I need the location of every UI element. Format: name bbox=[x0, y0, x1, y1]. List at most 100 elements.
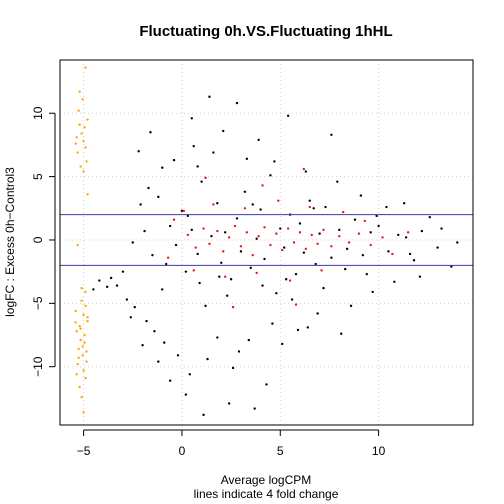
point-all-genes bbox=[418, 275, 422, 278]
point-all-genes bbox=[204, 304, 207, 308]
point-all-genes bbox=[220, 261, 223, 264]
point-all-genes bbox=[137, 150, 140, 153]
point-zero-count bbox=[78, 90, 81, 93]
point-highlighted bbox=[347, 241, 351, 244]
point-highlighted bbox=[316, 242, 319, 245]
point-all-genes bbox=[273, 160, 276, 163]
point-zero-count bbox=[80, 395, 83, 399]
point-all-genes bbox=[456, 241, 459, 244]
point-zero-count bbox=[85, 160, 88, 163]
point-highlighted bbox=[186, 233, 190, 237]
point-all-genes bbox=[412, 259, 416, 262]
point-all-genes bbox=[259, 208, 262, 211]
point-all-genes bbox=[190, 117, 193, 120]
point-all-genes bbox=[165, 262, 168, 266]
point-highlighted bbox=[172, 218, 176, 221]
point-zero-count bbox=[84, 146, 87, 149]
point-all-genes bbox=[283, 246, 286, 249]
point-highlighted bbox=[233, 224, 237, 228]
point-highlighted bbox=[363, 219, 367, 223]
point-all-genes bbox=[269, 174, 272, 177]
point-highlighted bbox=[304, 247, 308, 251]
point-all-genes bbox=[251, 203, 254, 206]
data-points bbox=[74, 66, 459, 417]
point-all-genes bbox=[131, 241, 134, 244]
point-zero-count bbox=[78, 324, 81, 328]
point-all-genes bbox=[147, 186, 150, 190]
x-tick-label: 10 bbox=[372, 444, 386, 458]
point-all-genes bbox=[196, 252, 199, 256]
point-all-genes bbox=[229, 278, 233, 281]
x-tick-label: −5 bbox=[77, 444, 91, 458]
point-all-genes bbox=[387, 250, 390, 253]
point-all-genes bbox=[338, 228, 341, 232]
point-all-genes bbox=[216, 336, 219, 339]
point-all-genes bbox=[385, 205, 388, 209]
point-zero-count bbox=[86, 193, 89, 196]
y-axis-label: logFC : Excess 0h−Control3 bbox=[3, 167, 17, 317]
point-highlighted bbox=[298, 231, 302, 234]
point-all-genes bbox=[222, 129, 225, 133]
point-highlighted bbox=[281, 248, 284, 252]
point-all-genes bbox=[314, 262, 317, 266]
point-highlighted bbox=[239, 245, 243, 248]
point-all-genes bbox=[161, 288, 164, 291]
point-all-genes bbox=[216, 202, 219, 205]
point-zero-count bbox=[75, 373, 78, 376]
point-highlighted bbox=[406, 231, 410, 234]
point-all-genes bbox=[188, 373, 191, 376]
point-zero-count bbox=[86, 118, 89, 121]
point-all-genes bbox=[349, 304, 353, 308]
point-all-genes bbox=[184, 393, 188, 396]
point-highlighted bbox=[322, 228, 325, 232]
point-all-genes bbox=[227, 402, 231, 405]
point-highlighted bbox=[255, 271, 258, 275]
point-all-genes bbox=[176, 354, 180, 357]
point-all-genes bbox=[143, 229, 146, 233]
point-highlighted bbox=[202, 227, 205, 230]
point-zero-count bbox=[80, 286, 83, 290]
point-all-genes bbox=[304, 170, 308, 173]
point-all-genes bbox=[172, 158, 176, 162]
point-all-genes bbox=[92, 288, 95, 291]
point-highlighted bbox=[286, 227, 290, 230]
point-all-genes bbox=[186, 214, 190, 218]
point-highlighted bbox=[330, 245, 333, 248]
point-all-genes bbox=[340, 332, 343, 335]
point-highlighted bbox=[208, 242, 211, 245]
x-tick-label: 0 bbox=[179, 444, 186, 458]
point-all-genes bbox=[361, 253, 365, 257]
point-all-genes bbox=[210, 234, 213, 238]
point-all-genes bbox=[225, 294, 229, 297]
point-all-genes bbox=[375, 214, 378, 218]
point-highlighted bbox=[227, 236, 231, 239]
point-all-genes bbox=[324, 205, 327, 209]
point-all-genes bbox=[402, 202, 406, 205]
point-highlighted bbox=[338, 234, 341, 238]
x-axis-label: Average logCPM bbox=[221, 473, 312, 487]
point-highlighted bbox=[245, 231, 249, 234]
point-highlighted bbox=[288, 279, 292, 282]
point-zero-count bbox=[86, 319, 89, 323]
point-all-genes bbox=[281, 342, 284, 346]
point-all-genes bbox=[106, 285, 109, 289]
point-zero-count bbox=[80, 299, 83, 302]
x-tick-label: 5 bbox=[277, 444, 284, 458]
point-all-genes bbox=[157, 360, 160, 363]
point-all-genes bbox=[180, 209, 184, 213]
fold-change-lines bbox=[60, 214, 473, 266]
point-highlighted bbox=[216, 229, 219, 233]
point-zero-count bbox=[79, 327, 82, 330]
point-all-genes bbox=[168, 224, 172, 228]
point-highlighted bbox=[251, 253, 254, 257]
point-all-genes bbox=[153, 330, 156, 333]
point-highlighted bbox=[194, 246, 197, 249]
point-all-genes bbox=[200, 180, 203, 183]
point-zero-count bbox=[82, 313, 85, 316]
point-all-genes bbox=[129, 316, 132, 319]
point-zero-count bbox=[78, 385, 81, 389]
point-all-genes bbox=[265, 383, 268, 386]
y-tick-label: 5 bbox=[31, 173, 45, 180]
point-all-genes bbox=[336, 180, 339, 183]
